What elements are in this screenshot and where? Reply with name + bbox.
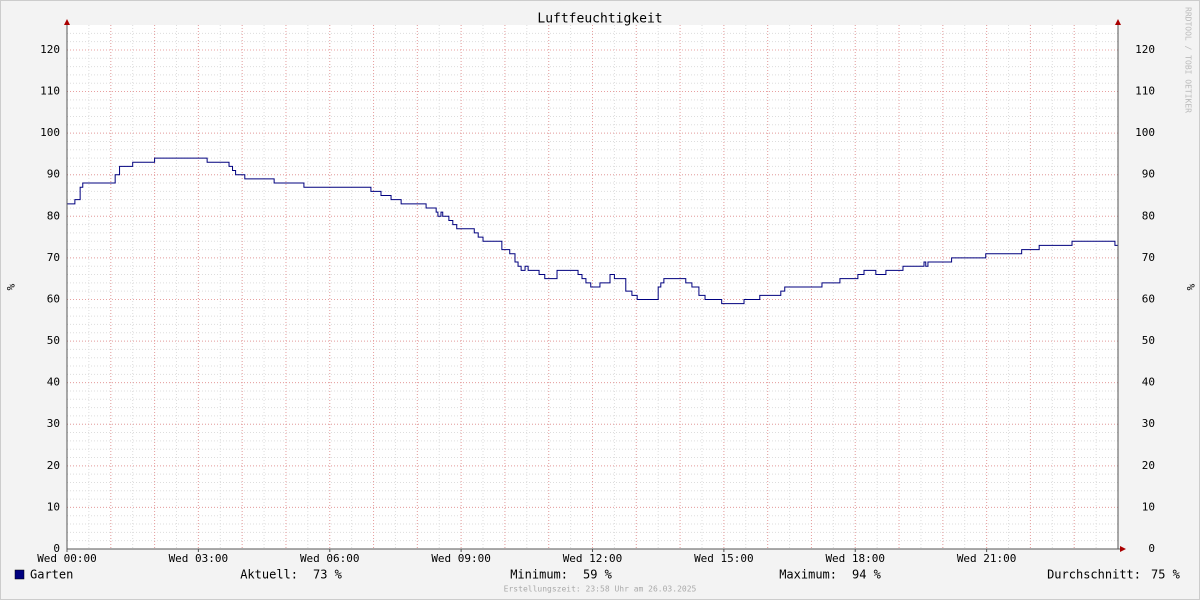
x-tick-label: Wed 15:00: [694, 552, 754, 565]
y-tick-label-right: 10: [1142, 500, 1155, 513]
stat-label: Minimum:: [510, 568, 568, 582]
stat-value: 73 %: [313, 568, 343, 582]
axis-arrow: [64, 19, 70, 25]
marks: [67, 157, 1118, 305]
stat-value: 75 %: [1151, 568, 1181, 582]
data-line: [67, 157, 1118, 305]
legend-swatch: [14, 569, 25, 580]
y-tick-label-right: 30: [1142, 417, 1155, 430]
stat-value: 59 %: [583, 568, 613, 582]
y-tick-label-right: 120: [1135, 43, 1155, 56]
y-tick-label: 40: [47, 376, 60, 389]
y-tick-label: 90: [47, 168, 60, 181]
x-tick-label: Wed 18:00: [825, 552, 885, 565]
y-tick-label-right: 20: [1142, 459, 1155, 472]
y-axis-label: %: [4, 284, 17, 291]
y-tick-label-right: 80: [1142, 209, 1155, 222]
y-tick-label: 60: [47, 292, 60, 305]
y-tick-label: 100: [40, 126, 60, 139]
footer: Erstellungszeit: 23:58 Uhr am 26.03.2025: [504, 585, 697, 594]
grid: [67, 25, 1118, 550]
y-tick-label-right: 40: [1142, 376, 1155, 389]
x-tick-label: Wed 21:00: [957, 552, 1017, 565]
x-tick-label: Wed 12:00: [563, 552, 623, 565]
stat-label: Aktuell:: [240, 568, 298, 582]
axis-arrow: [1115, 19, 1121, 25]
stat-label: Maximum:: [779, 568, 837, 582]
y-tick-label: 80: [47, 209, 60, 222]
y-tick-label: 30: [47, 417, 60, 430]
y-tick-label-right: 60: [1142, 292, 1155, 305]
x-tick-label: Wed 06:00: [300, 552, 360, 565]
y-tick-label-right: 50: [1142, 334, 1155, 347]
y-tick-label-right: 70: [1142, 251, 1155, 264]
watermark: RRDTOOL / TOBI OETIKER: [1184, 7, 1193, 113]
y-tick-label: 120: [40, 43, 60, 56]
y-tick-label: 0: [53, 542, 60, 555]
axis-arrow: [1120, 546, 1126, 552]
y-tick-label: 70: [47, 251, 60, 264]
chart-title: Luftfeuchtigkeit: [537, 12, 662, 27]
y-tick-label-right: 90: [1142, 168, 1155, 181]
stat-value: 94 %: [852, 568, 882, 582]
y-tick-label: 20: [47, 459, 60, 472]
y-axis-label-right: %: [1184, 284, 1197, 291]
x-tick-label: Wed 09:00: [431, 552, 491, 565]
y-tick-label-right: 100: [1135, 126, 1155, 139]
y-tick-label-right: 110: [1135, 85, 1155, 98]
y-tick-label: 50: [47, 334, 60, 347]
legend-label: Garten: [30, 568, 73, 582]
x-tick-label: Wed 03:00: [169, 552, 229, 565]
stat-label: Durchschnitt:: [1047, 568, 1141, 582]
y-tick-label: 110: [40, 85, 60, 98]
y-tick-label-right: 0: [1148, 542, 1155, 555]
x-tick-label: Wed 00:00: [37, 552, 97, 565]
y-tick-label: 10: [47, 500, 60, 513]
